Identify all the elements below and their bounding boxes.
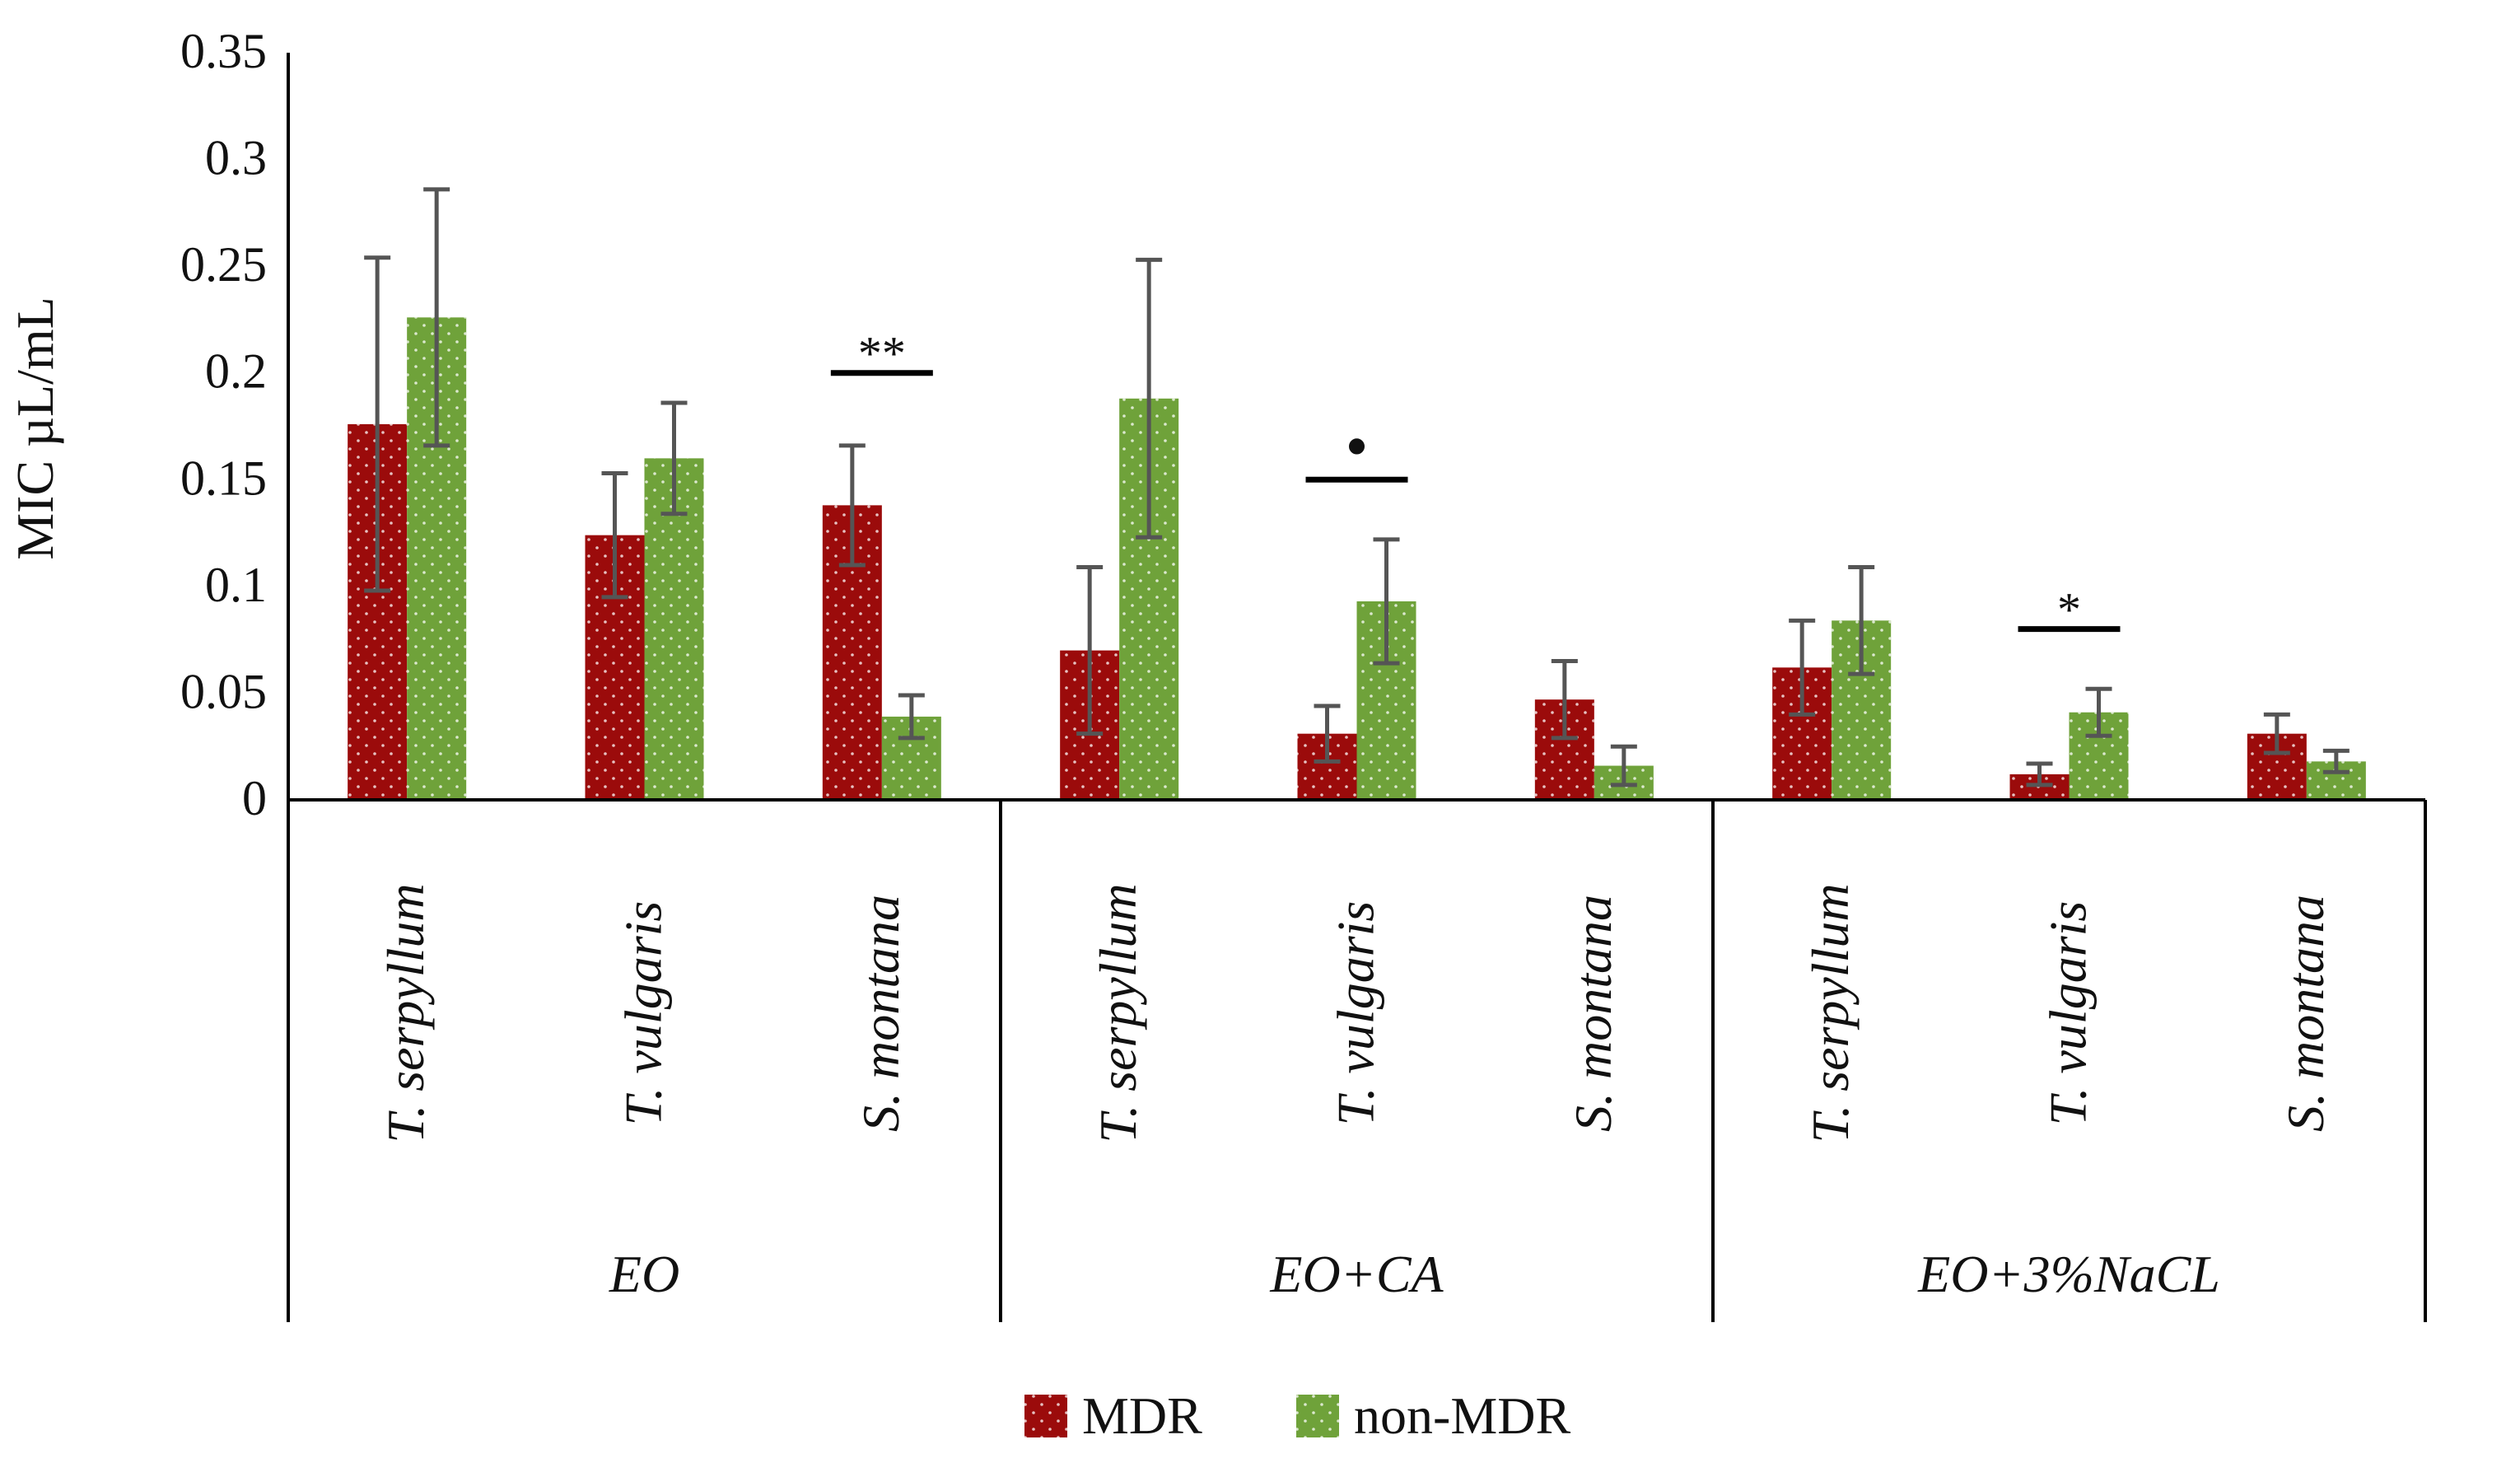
x-group-label: EO — [609, 1245, 679, 1303]
x-category-label: T. serpyllum — [1801, 883, 1860, 1143]
significance-marker: ** — [858, 327, 906, 381]
legend-label-mdr: MDR — [1082, 1386, 1202, 1445]
y-tick-label: 0.35 — [180, 24, 267, 78]
x-category-label: S. montana — [852, 895, 910, 1132]
significance-marker: * — [2057, 583, 2081, 637]
x-category-label: T. vulgaris — [1327, 901, 1385, 1126]
x-category-label: T. vulgaris — [614, 901, 673, 1126]
x-group-label: EO+CA — [1269, 1245, 1444, 1303]
chart-legend: MDR non-MDR — [1024, 1386, 1570, 1445]
x-category-label: S. montana — [2276, 895, 2335, 1132]
y-tick-label: 0.15 — [180, 451, 267, 505]
x-category-label: T. serpyllum — [376, 883, 435, 1143]
y-tick-label: 0.05 — [180, 664, 267, 718]
y-tick-label: 0.1 — [205, 558, 267, 612]
y-axis-title: MIC µL/mL — [6, 297, 64, 560]
x-group-label: EO+3%NaCL — [1917, 1245, 2220, 1303]
y-tick-label: 0.25 — [180, 237, 267, 292]
y-tick-label: 0.2 — [205, 344, 267, 399]
significance-marker: • — [1345, 410, 1368, 483]
x-category-label: S. montana — [1564, 895, 1622, 1132]
y-tick-label: 0.3 — [205, 131, 267, 185]
x-category-label: T. serpyllum — [1089, 883, 1147, 1143]
legend-label-non-mdr: non-MDR — [1354, 1386, 1570, 1445]
y-tick-label: 0 — [242, 771, 267, 825]
x-category-label: T. vulgaris — [2039, 901, 2098, 1126]
